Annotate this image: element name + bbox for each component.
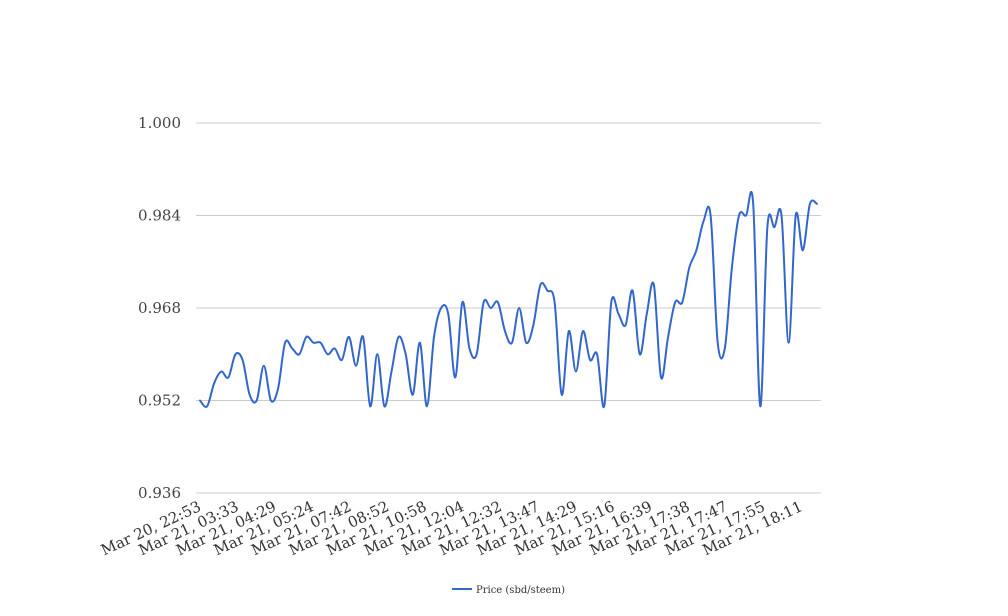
y-tick-label: 0.952 <box>138 392 181 410</box>
legend-label: Price (sbd/steem) <box>476 585 565 596</box>
series-line-price <box>199 191 818 409</box>
y-tick-label: 0.936 <box>138 484 181 502</box>
legend[interactable]: Price (sbd/steem) <box>452 585 565 596</box>
y-tick-label: 0.968 <box>138 299 181 317</box>
y-tick-label: 1.000 <box>138 114 181 132</box>
y-axis-labels: 0.936 0.952 0.968 0.984 1.000 <box>138 114 181 502</box>
y-tick-label: 0.984 <box>138 207 181 225</box>
gridlines <box>196 122 821 494</box>
